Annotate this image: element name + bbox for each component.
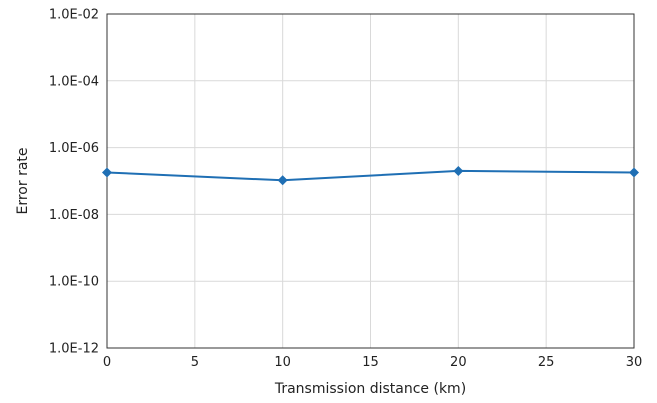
data-point [277,175,288,186]
y-tick-label: 1.0E-04 [49,74,99,89]
plot-area [106,13,635,349]
series-line [106,169,635,182]
data-point [629,167,639,178]
y-axis-title: Error rate [15,147,31,214]
series-layer [102,165,639,186]
x-tick-label: 0 [103,355,111,370]
data-point [102,167,112,178]
y-tick-label: 1.0E-12 [49,342,99,357]
x-tick-label: 30 [626,355,643,370]
x-tick-label: 20 [450,355,467,370]
y-tick-label: 1.0E-06 [49,141,99,156]
x-tick-label: 15 [362,355,379,370]
y-tick-label: 1.0E-10 [49,275,99,290]
x-tick-label: 10 [274,355,291,370]
y-axis-tick-labels: 1.0E-02 1.0E-04 1.0E-06 1.0E-08 1.0E-10 1.0E-… [49,8,99,357]
x-tick-label: 5 [191,355,199,370]
grid-lines [107,14,634,348]
x-axis-title: Transmission distance (km) [274,381,466,397]
y-tick-label: 1.0E-02 [49,8,99,23]
y-tick-label: 1.0E-08 [49,208,99,223]
x-tick-label: 25 [538,355,555,370]
data-point [453,165,464,176]
x-axis-tick-labels: 0 5 10 15 20 25 30 [103,355,642,370]
